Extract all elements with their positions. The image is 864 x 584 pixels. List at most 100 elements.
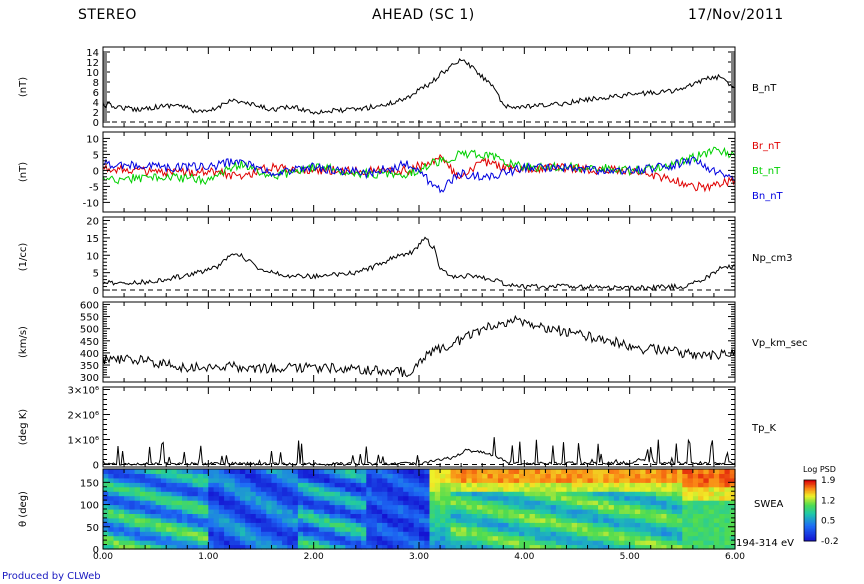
heatmap-cell [656, 477, 662, 483]
heatmap-cell [419, 513, 425, 519]
credit-label: Produced by CLWeb [2, 571, 101, 582]
colorbar-cell [804, 489, 816, 492]
heatmap-cell [408, 522, 415, 528]
heatmap-cell [403, 540, 410, 546]
heatmap-cell [176, 473, 183, 479]
heatmap-cell [413, 522, 420, 528]
heatmap-cell [619, 544, 625, 550]
heatmap-cell [350, 469, 357, 474]
heatmap-cell [171, 509, 178, 514]
heatmap-cell [666, 491, 673, 497]
heatmap-cell [103, 513, 109, 519]
heatmap-cell [392, 504, 399, 510]
heatmap-cell [577, 504, 583, 510]
heatmap-cell [318, 473, 325, 479]
heatmap-cell [540, 500, 546, 506]
heatmap-cell [508, 469, 515, 474]
heatmap-cell [613, 486, 620, 492]
heatmap-cell [145, 495, 151, 501]
np-ytick-label: 0 [93, 286, 99, 297]
heatmap-cell [397, 509, 404, 514]
heatmap-cell [271, 540, 278, 546]
heatmap-cell [729, 504, 736, 510]
series-label-B_nT: B_nT [752, 83, 777, 94]
heatmap-cell [529, 509, 536, 514]
heatmap-cell [329, 544, 336, 550]
heatmap-cell [276, 526, 283, 532]
heatmap-cell [187, 473, 194, 479]
heatmap-cell [598, 477, 604, 483]
heatmap-cell [345, 482, 352, 488]
heatmap-cell [587, 477, 594, 483]
heatmap-cell [166, 486, 173, 492]
heatmap-cell [645, 482, 652, 488]
heatmap-cell [450, 517, 457, 523]
colorbar-cell [804, 495, 816, 498]
heatmap-cell [550, 517, 557, 523]
heatmap-cell [245, 486, 252, 492]
heatmap-cell [213, 540, 220, 546]
heatmap-cell [577, 535, 583, 541]
heatmap-cell [445, 540, 452, 546]
heatmap-cell [403, 500, 410, 506]
heatmap-cell [429, 513, 436, 519]
heatmap-cell [324, 535, 331, 541]
heatmap-cell [113, 495, 120, 501]
heatmap-cell [624, 540, 631, 546]
heatmap-cell [534, 517, 541, 523]
heatmap-cell [561, 522, 568, 528]
heatmap-cell [376, 482, 383, 488]
heatmap-cell [166, 500, 173, 506]
heatmap-cell [340, 513, 346, 519]
heatmap-cell [561, 540, 568, 546]
heatmap-cell [324, 517, 331, 523]
colorbar-cell [804, 530, 816, 533]
heatmap-cell [113, 513, 120, 519]
heatmap-cell [634, 535, 641, 541]
heatmap-cell [139, 504, 146, 510]
heatmap-cell [445, 513, 452, 519]
heatmap-cell [550, 477, 557, 483]
heatmap-cell [719, 513, 726, 519]
heatmap-cell [592, 469, 599, 474]
bc-ytick-label: -5 [89, 182, 99, 193]
heatmap-cell [376, 473, 383, 479]
heatmap-cell [250, 500, 257, 506]
heatmap-cell [645, 540, 652, 546]
heatmap-cell [440, 522, 446, 528]
heatmap-cell [334, 482, 341, 488]
heatmap-cell [187, 517, 194, 523]
heatmap-cell [187, 526, 194, 532]
swea-ytick-label: 50 [86, 523, 99, 534]
heatmap-cell [150, 526, 157, 532]
heatmap-cell [450, 540, 457, 546]
heatmap-cell [713, 469, 720, 474]
bc-ytick-label: 10 [86, 134, 99, 145]
heatmap-cell [324, 509, 331, 514]
heatmap-cell [171, 531, 178, 537]
heatmap-cell [234, 477, 241, 483]
heatmap-cell [492, 491, 499, 497]
heatmap-cell [218, 477, 225, 483]
heatmap-cell [303, 531, 309, 537]
heatmap-cell [598, 522, 604, 528]
tp-ytick-label: 1×10⁶ [68, 436, 99, 447]
heatmap-cell [318, 535, 325, 541]
heatmap-cell [703, 477, 710, 483]
heatmap-cell [397, 469, 404, 474]
heatmap-cell [408, 535, 415, 541]
heatmap-cell [350, 477, 357, 483]
heatmap-cell [508, 477, 515, 483]
heatmap-cell [287, 504, 294, 510]
heatmap-cell [229, 535, 236, 541]
heatmap-cell [434, 513, 441, 519]
heatmap-cell [629, 544, 636, 550]
heatmap-cell [487, 517, 494, 523]
heatmap-cell [218, 531, 225, 537]
heatmap-cell [629, 491, 636, 497]
heatmap-cell [645, 495, 652, 501]
heatmap-cell [197, 535, 204, 541]
heatmap-cell [545, 517, 552, 523]
heatmap-cell [566, 517, 573, 523]
heatmap-cell [629, 526, 636, 532]
